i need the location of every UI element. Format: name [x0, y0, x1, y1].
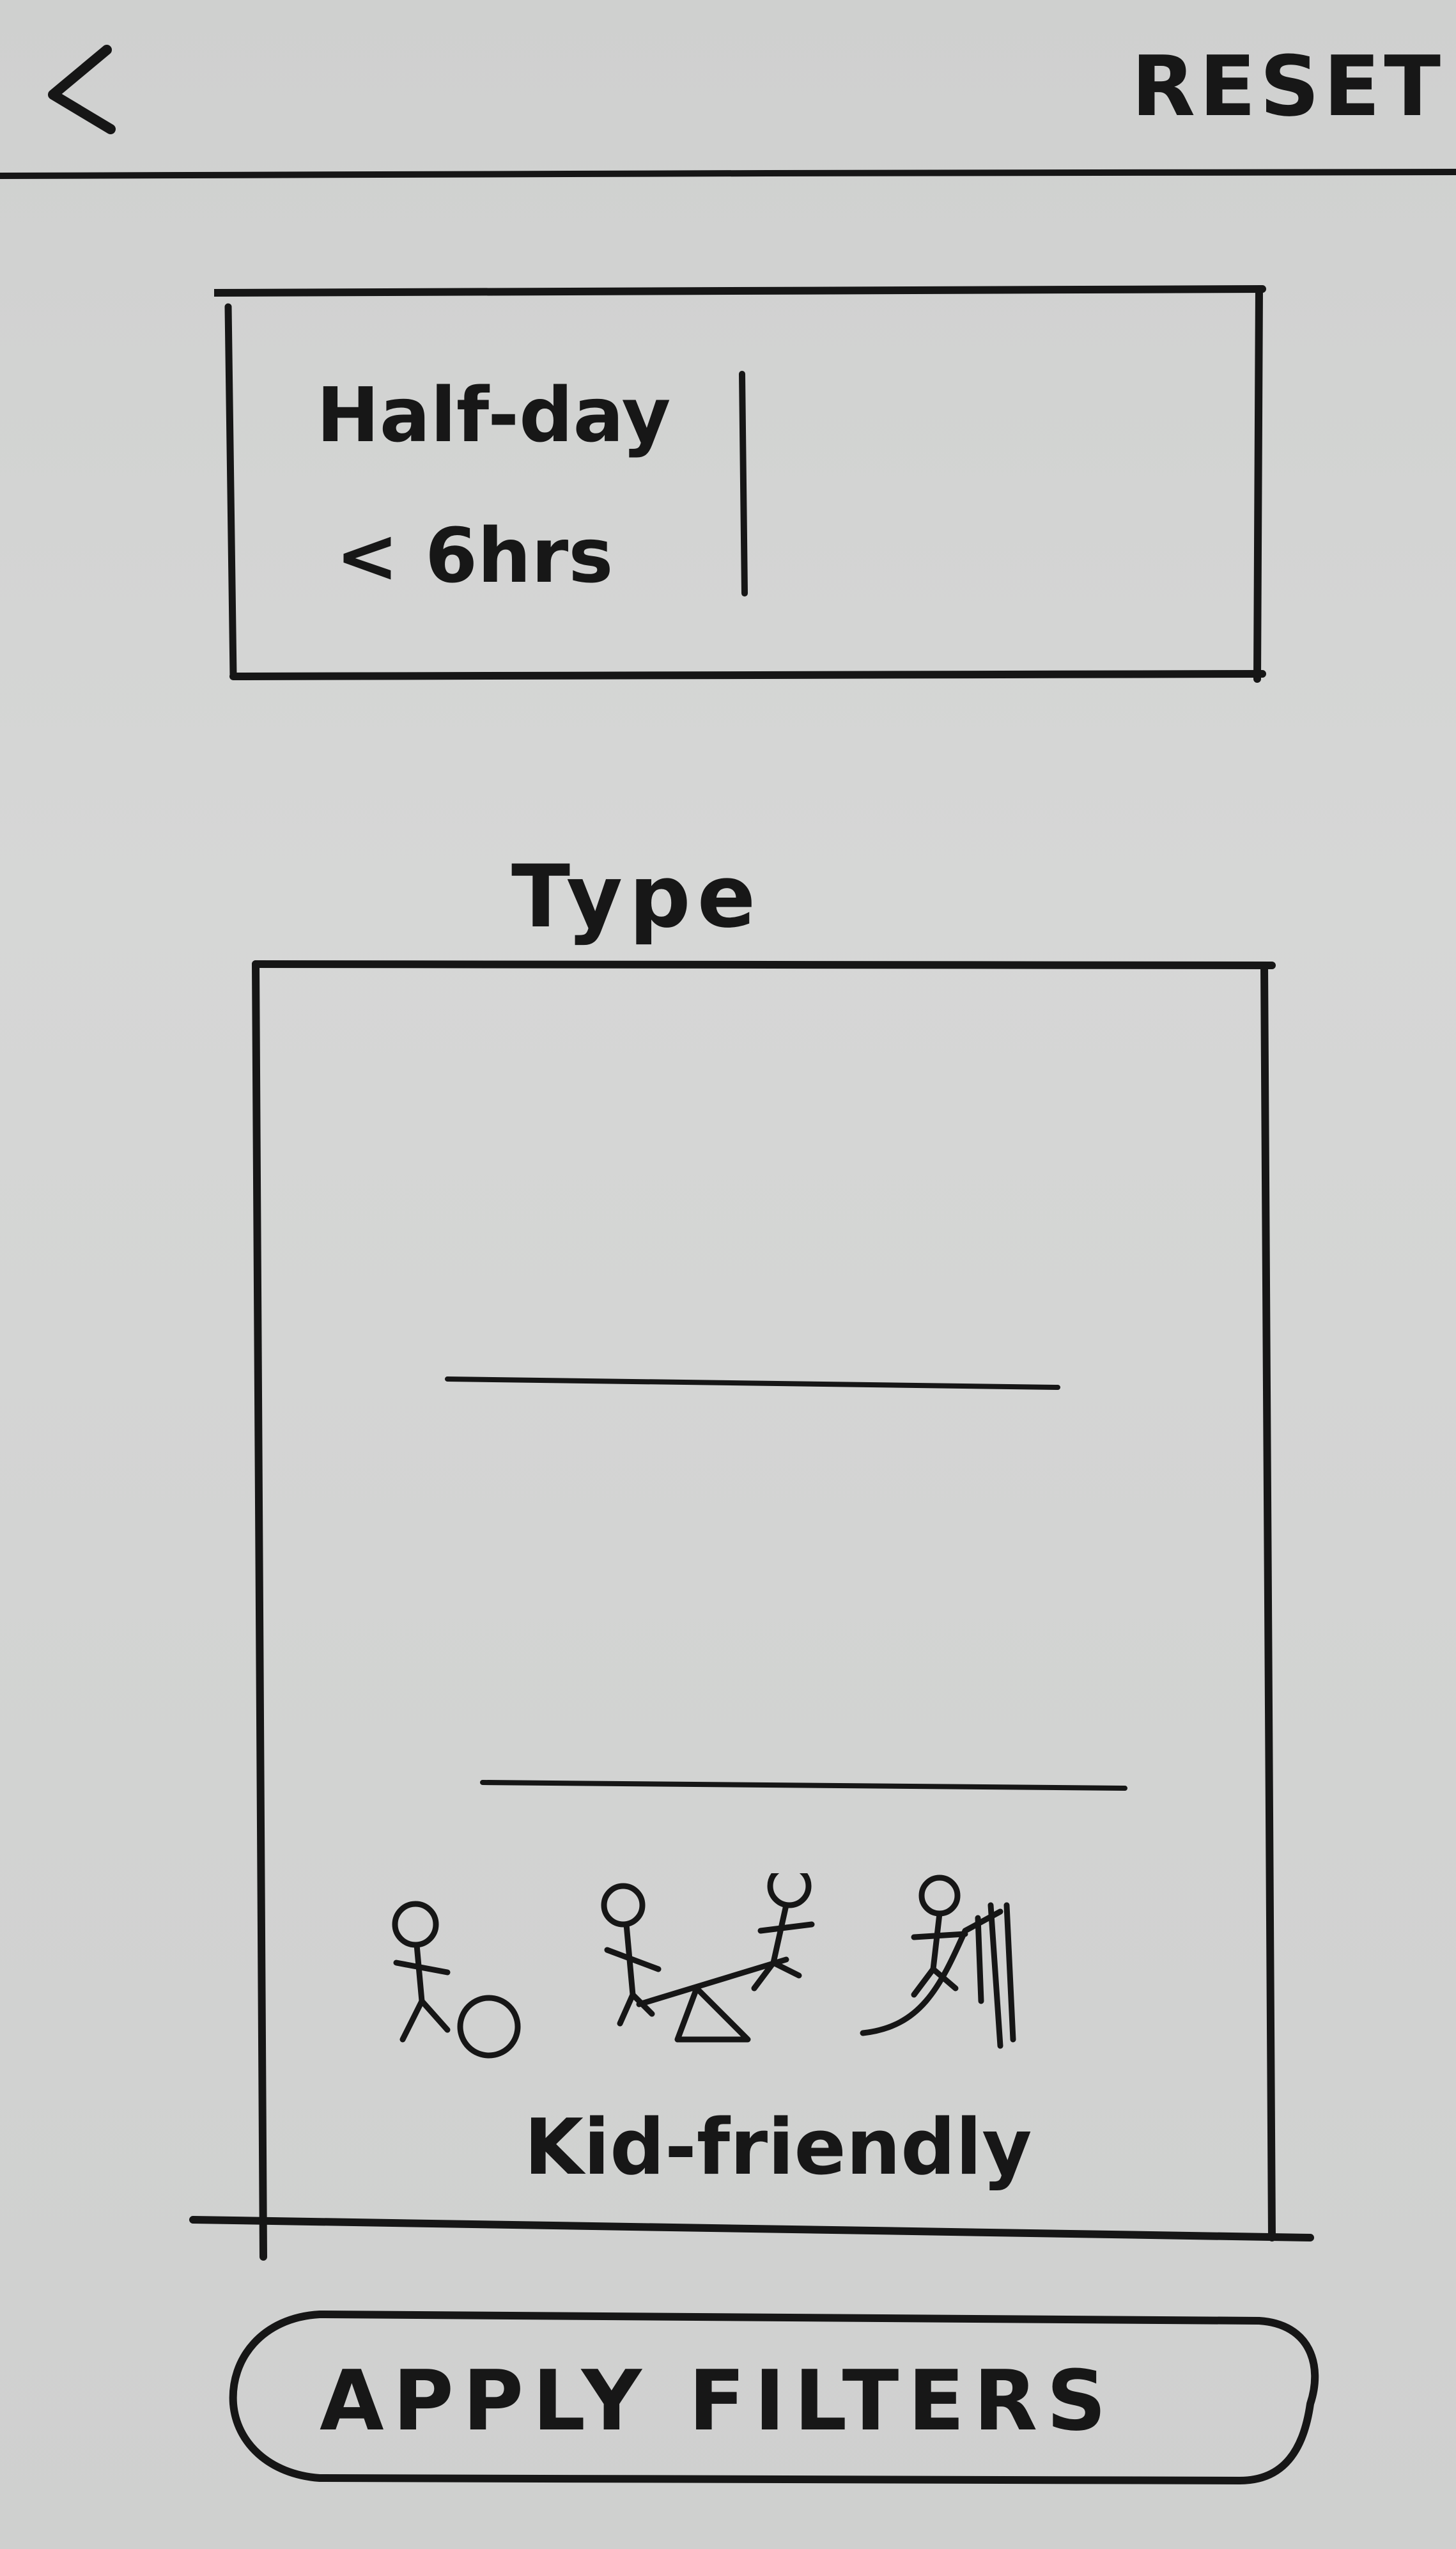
apply-filters-button[interactable]: APPLY FILTERS [224, 2302, 1323, 2493]
type-card: Kid-friendly [185, 953, 1317, 2263]
apply-button-outline [229, 2311, 1319, 2484]
type-option-1[interactable] [268, 978, 1227, 1375]
duration-option-half-day[interactable]: Half-day < 6hrs [240, 307, 751, 665]
type-divider-2 [480, 1780, 1127, 1791]
duration-card-frame [214, 285, 1266, 683]
type-option-2[interactable] [268, 1387, 1227, 1771]
duration-option-subtitle: < 6hrs [336, 511, 614, 600]
kids-playground-icon [392, 1873, 1016, 2059]
back-button[interactable] [35, 38, 125, 141]
type-option-label-kid-friendly: Kid-friendly [524, 2103, 1032, 2192]
reset-button[interactable]: RESET [1131, 38, 1445, 135]
type-section-title: Type [511, 846, 763, 947]
chevron-left-icon [48, 45, 116, 134]
duration-divider [739, 371, 748, 596]
type-card-frame [189, 960, 1314, 2261]
header-divider [0, 169, 1456, 179]
duration-card: Half-day < 6hrs [214, 281, 1269, 690]
type-divider-1 [445, 1376, 1060, 1390]
apply-filters-label: APPLY FILTERS [320, 2352, 1115, 2449]
duration-option-title: Half-day [316, 371, 671, 459]
